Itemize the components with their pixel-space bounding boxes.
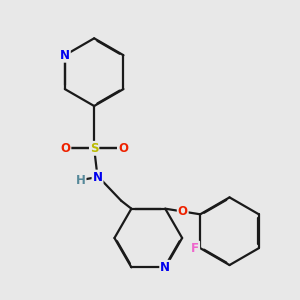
Text: O: O: [178, 205, 188, 218]
Text: S: S: [90, 142, 98, 155]
Text: O: O: [118, 142, 128, 155]
Text: N: N: [160, 261, 170, 274]
Text: F: F: [191, 242, 199, 255]
Text: H: H: [76, 174, 85, 187]
Text: N: N: [92, 171, 103, 184]
Text: N: N: [60, 49, 70, 62]
Text: O: O: [60, 142, 70, 155]
